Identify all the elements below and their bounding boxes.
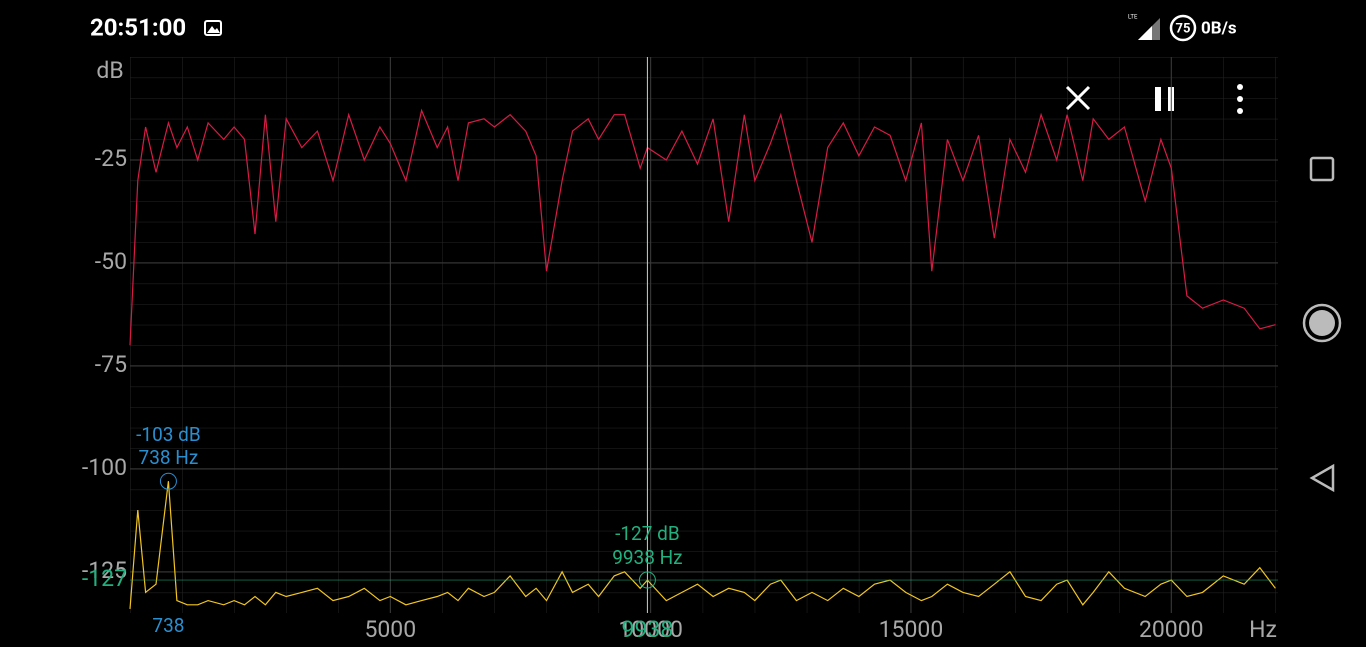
y-tick-label: -25 xyxy=(95,145,127,172)
battery-ring xyxy=(1169,14,1197,42)
cursor-x-badge: 9938 xyxy=(622,616,674,643)
peak-label: 738 Hz xyxy=(139,446,199,469)
home-button[interactable] xyxy=(1302,303,1342,343)
signal-level xyxy=(1138,26,1152,40)
y-tick-label: -75 xyxy=(95,351,127,378)
y-axis-label: dB xyxy=(96,57,123,84)
recents-button[interactable] xyxy=(1309,156,1335,182)
gallery-icon xyxy=(204,20,222,36)
peak-label: -103 dB xyxy=(136,423,201,446)
peak-marker xyxy=(159,472,177,490)
back-button[interactable] xyxy=(1309,463,1335,493)
cursor-label: 9938 Hz xyxy=(612,546,682,569)
spectrum-line xyxy=(129,481,1276,609)
cursor-marker xyxy=(638,571,656,589)
close-button[interactable] xyxy=(1065,85,1091,111)
clock: 20:51:00 xyxy=(90,13,186,41)
menu-button[interactable] xyxy=(1237,84,1243,114)
cursor-y-badge: -127 xyxy=(82,565,127,592)
cursor-label: -127 dB xyxy=(615,522,680,545)
minor-grid xyxy=(130,57,1278,613)
x-tick-label: 15000 xyxy=(879,616,944,643)
x-axis-label: Hz xyxy=(1249,616,1277,643)
peak-x-badge: 738 xyxy=(152,614,184,637)
y-tick-label: -100 xyxy=(82,454,127,481)
y-tick-label: -125 xyxy=(82,557,127,584)
net-speed: 0B/s xyxy=(1201,18,1237,38)
battery-level: 75 xyxy=(1176,21,1191,36)
y-tick-label: -50 xyxy=(95,248,127,275)
x-tick-label: 20000 xyxy=(1139,616,1204,643)
spectrum-line xyxy=(129,108,1276,346)
network-type: LTE xyxy=(1128,14,1138,21)
x-tick-label: 5000 xyxy=(364,616,416,643)
x-tick-label: 10000 xyxy=(618,616,683,643)
